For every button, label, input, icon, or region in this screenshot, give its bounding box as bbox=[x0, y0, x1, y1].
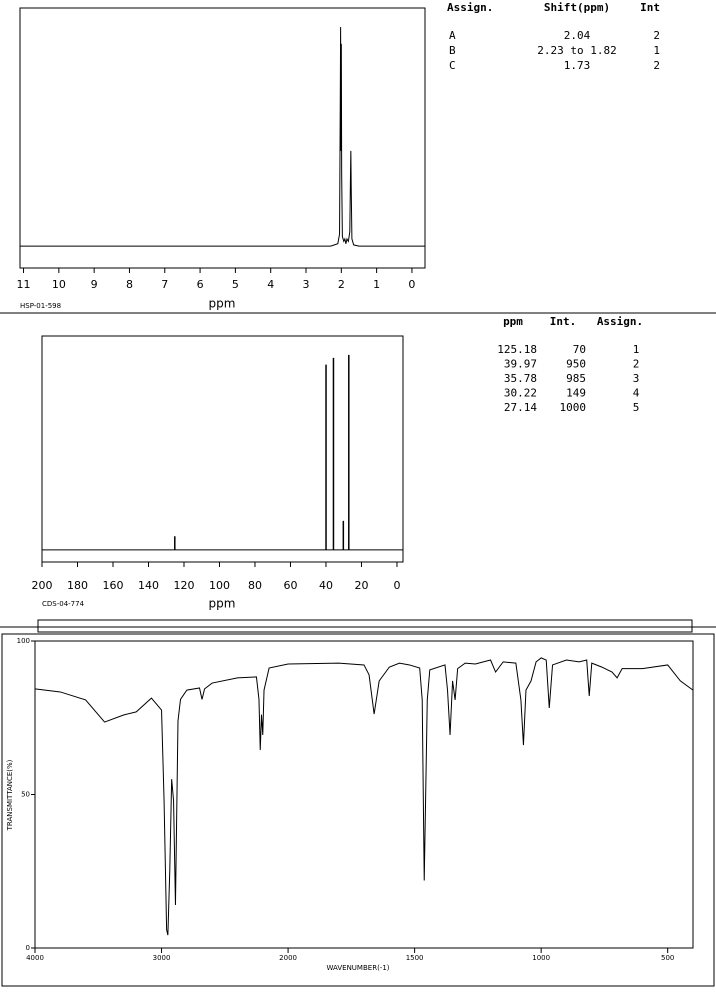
x-tick-label: 100 bbox=[209, 579, 230, 592]
table-cell: 39.97 bbox=[504, 358, 537, 371]
x-tick-label: 120 bbox=[173, 579, 194, 592]
table-header: Int bbox=[640, 1, 660, 14]
table-cell: C bbox=[449, 59, 456, 72]
x-tick-label: 1500 bbox=[406, 954, 424, 962]
x-tick-label: 5 bbox=[232, 278, 239, 291]
table-cell: 1 bbox=[633, 343, 640, 356]
y-tick-label: 50 bbox=[21, 791, 30, 799]
table-cell: 3 bbox=[633, 372, 640, 385]
x-tick-label: 2 bbox=[338, 278, 345, 291]
table-cell: 70 bbox=[573, 343, 586, 356]
table-cell: 125.18 bbox=[497, 343, 537, 356]
table-cell: 2.23 to 1.82 bbox=[537, 44, 616, 57]
x-tick-label: 10 bbox=[52, 278, 66, 291]
spectrum-code: CDS-04-774 bbox=[42, 600, 85, 608]
y-tick-label: 100 bbox=[17, 637, 30, 645]
x-tick-label: 200 bbox=[32, 579, 53, 592]
table-cell: 1000 bbox=[560, 401, 587, 414]
table-cell: 985 bbox=[566, 372, 586, 385]
x-axis-label: ppm bbox=[209, 297, 236, 311]
x-tick-label: 160 bbox=[102, 579, 123, 592]
table-cell: 2 bbox=[653, 29, 660, 42]
x-tick-label: 80 bbox=[248, 579, 262, 592]
table-cell: 149 bbox=[566, 387, 586, 400]
x-tick-label: 140 bbox=[138, 579, 159, 592]
x-tick-label: 500 bbox=[661, 954, 674, 962]
x-tick-label: 4000 bbox=[26, 954, 44, 962]
table-cell: 35.78 bbox=[504, 372, 537, 385]
clipped-box bbox=[37, 619, 693, 633]
x-tick-label: 4 bbox=[267, 278, 274, 291]
plot-frame bbox=[41, 335, 404, 563]
table-cell: 1.73 bbox=[564, 59, 591, 72]
table-cell: B bbox=[449, 44, 456, 57]
table-cell: 4 bbox=[633, 387, 640, 400]
x-tick-label: 1 bbox=[373, 278, 380, 291]
table-cell: 5 bbox=[633, 401, 640, 414]
x-tick-label: 7 bbox=[161, 278, 168, 291]
x-axis-label: ppm bbox=[209, 597, 236, 611]
x-tick-label: 20 bbox=[354, 579, 368, 592]
table-cell: 27.14 bbox=[504, 401, 537, 414]
x-tick-label: 0 bbox=[393, 579, 400, 592]
spectrum-code: HSP-01-598 bbox=[20, 302, 61, 310]
x-tick-label: 1000 bbox=[532, 954, 550, 962]
table-cell: 2.04 bbox=[564, 29, 591, 42]
table-cell: 30.22 bbox=[504, 387, 537, 400]
table-header: Shift(ppm) bbox=[544, 1, 610, 14]
y-axis-label: TRANSMITTANCE(%) bbox=[6, 759, 14, 831]
spectrum-line bbox=[20, 27, 425, 247]
x-tick-label: 180 bbox=[67, 579, 88, 592]
table-header: Int. bbox=[550, 315, 577, 328]
table-header: Assign. bbox=[597, 315, 643, 328]
x-tick-label: 3000 bbox=[153, 954, 171, 962]
spectrum-line bbox=[34, 657, 694, 936]
plot-frame bbox=[19, 7, 426, 269]
ir-panel bbox=[1, 633, 715, 987]
x-tick-label: 9 bbox=[91, 278, 98, 291]
x-tick-label: 0 bbox=[408, 278, 415, 291]
x-axis-label: WAVENUMBER(-1) bbox=[326, 964, 389, 972]
x-tick-label: 2000 bbox=[279, 954, 297, 962]
table-cell: 1 bbox=[653, 44, 660, 57]
x-tick-label: 60 bbox=[283, 579, 297, 592]
table-cell: 2 bbox=[633, 358, 640, 371]
table-cell: 950 bbox=[566, 358, 586, 371]
plot-frame bbox=[34, 640, 694, 949]
x-tick-label: 6 bbox=[197, 278, 204, 291]
table-header: Assign. bbox=[447, 1, 493, 14]
table-cell: A bbox=[449, 29, 456, 42]
x-tick-label: 8 bbox=[126, 278, 133, 291]
y-tick-label: 0 bbox=[26, 944, 30, 952]
table-cell: 2 bbox=[653, 59, 660, 72]
x-tick-label: 11 bbox=[17, 278, 31, 291]
table-header: ppm bbox=[503, 315, 523, 328]
x-tick-label: 3 bbox=[303, 278, 310, 291]
x-tick-label: 40 bbox=[319, 579, 333, 592]
